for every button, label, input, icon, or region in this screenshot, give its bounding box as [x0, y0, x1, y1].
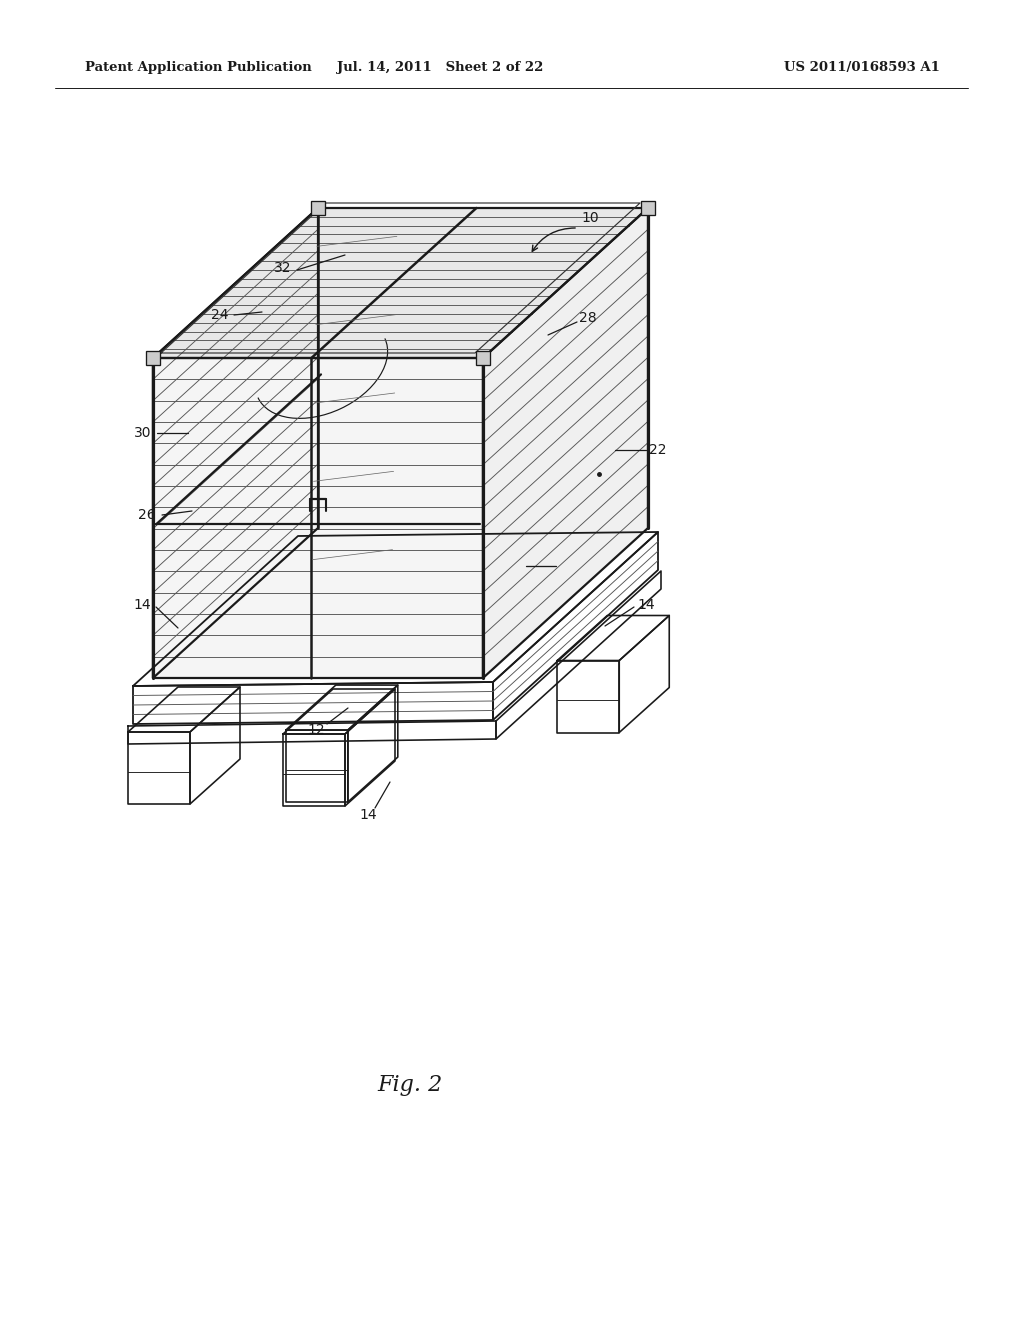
Polygon shape	[483, 209, 648, 678]
Text: 14: 14	[359, 808, 377, 822]
Bar	[311, 201, 325, 215]
Polygon shape	[153, 209, 648, 358]
Bar	[641, 201, 655, 215]
Polygon shape	[153, 209, 318, 678]
Text: 22: 22	[649, 444, 667, 457]
Text: Jul. 14, 2011   Sheet 2 of 22: Jul. 14, 2011 Sheet 2 of 22	[337, 62, 543, 74]
Text: 24: 24	[211, 308, 228, 322]
Text: 14: 14	[133, 598, 151, 612]
Text: 12: 12	[307, 723, 325, 737]
Bar	[146, 351, 160, 366]
Text: 28: 28	[580, 312, 597, 325]
Text: Fig. 2: Fig. 2	[378, 1074, 442, 1096]
Text: Patent Application Publication: Patent Application Publication	[85, 62, 311, 74]
Bar	[476, 351, 490, 366]
Text: 26: 26	[138, 508, 156, 521]
Text: US 2011/0168593 A1: US 2011/0168593 A1	[784, 62, 940, 74]
Text: 14: 14	[637, 598, 654, 612]
Text: 30: 30	[134, 426, 152, 440]
Text: 32: 32	[274, 261, 292, 275]
Text: 10: 10	[582, 211, 599, 224]
Polygon shape	[153, 358, 483, 678]
